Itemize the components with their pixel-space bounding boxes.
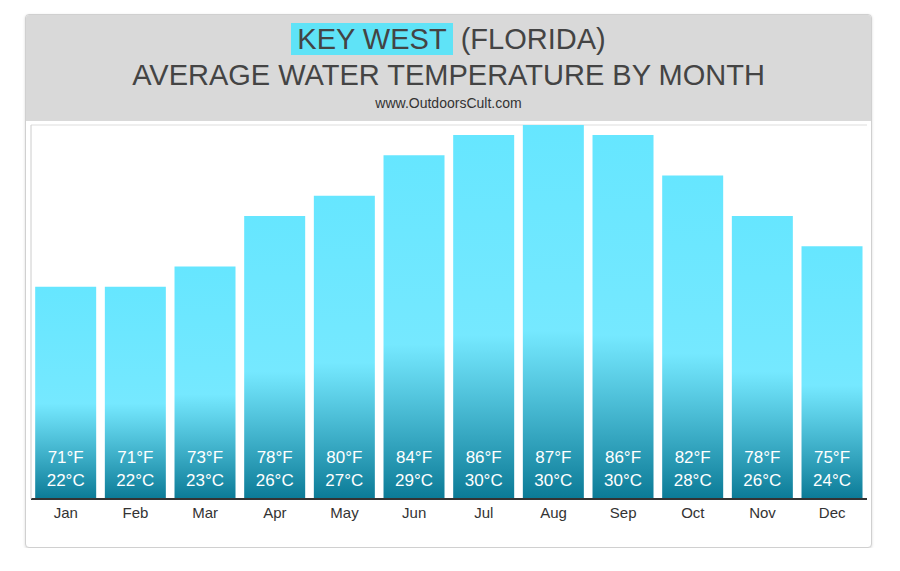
html-text:KEY WEST (FLORIDA): KEY WEST (FLORIDA) <box>297 23 606 55</box>
svg-text:26°C: 26°C <box>256 471 294 490</box>
svg-text:Mar: Mar <box>192 504 218 521</box>
svg-text:87°F: 87°F <box>535 448 571 467</box>
svg-text:Jul: Jul <box>474 504 493 521</box>
svg-text:May: May <box>330 504 359 521</box>
svg-text:30°C: 30°C <box>604 471 642 490</box>
svg-text:26°C: 26°C <box>743 471 781 490</box>
html-text:AVERAGE WATER TEMPERATURE BY M: AVERAGE WATER TEMPERATURE BY MONTH <box>132 59 765 91</box>
svg-text:24°C: 24°C <box>813 471 851 490</box>
svg-text:82°F: 82°F <box>675 448 711 467</box>
svg-text:29°C: 29°C <box>395 471 433 490</box>
svg-text:Apr: Apr <box>263 504 286 521</box>
svg-text:23°C: 23°C <box>186 471 224 490</box>
svg-text:Jun: Jun <box>402 504 426 521</box>
svg-text:71°F: 71°F <box>117 448 153 467</box>
svg-text:27°C: 27°C <box>325 471 363 490</box>
svg-text:73°F: 73°F <box>187 448 223 467</box>
svg-text:86°F: 86°F <box>605 448 641 467</box>
svg-text:22°C: 22°C <box>116 471 154 490</box>
svg-text:86°F: 86°F <box>466 448 502 467</box>
svg-text:78°F: 78°F <box>257 448 293 467</box>
svg-text:Sep: Sep <box>610 504 637 521</box>
svg-text:71°F: 71°F <box>48 448 84 467</box>
svg-text:75°F: 75°F <box>814 448 850 467</box>
svg-text:Aug: Aug <box>540 504 567 521</box>
svg-text:30°C: 30°C <box>534 471 572 490</box>
svg-text:Jan: Jan <box>54 504 78 521</box>
svg-text:78°F: 78°F <box>744 448 780 467</box>
svg-text:28°C: 28°C <box>674 471 712 490</box>
html-text:www.OutdoorsCult.com: www.OutdoorsCult.com <box>375 95 522 111</box>
svg-text:80°F: 80°F <box>326 448 362 467</box>
svg-text:Nov: Nov <box>749 504 776 521</box>
svg-text:Feb: Feb <box>123 504 149 521</box>
svg-text:30°C: 30°C <box>465 471 503 490</box>
svg-text:Dec: Dec <box>819 504 846 521</box>
svg-text:22°C: 22°C <box>47 471 85 490</box>
svg-text:Oct: Oct <box>681 504 705 521</box>
svg-text:84°F: 84°F <box>396 448 432 467</box>
